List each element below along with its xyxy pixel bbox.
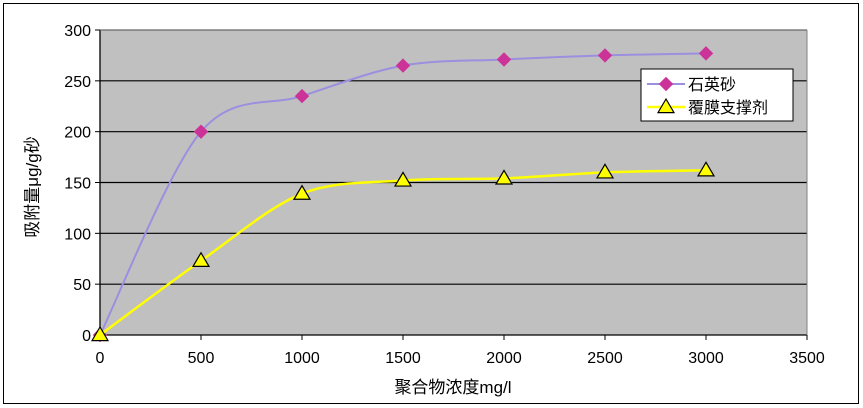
x-tick-label: 500: [188, 350, 215, 367]
x-tick-label: 2500: [587, 350, 623, 367]
y-tick-label: 0: [82, 328, 91, 345]
legend-item-1: 覆膜支撑剂: [647, 97, 768, 117]
data-point: [294, 88, 310, 104]
legend-label: 石英砂: [688, 76, 736, 94]
x-tick-label: 3000: [688, 350, 724, 367]
series-group: [90, 46, 716, 343]
data-point: [698, 46, 714, 61]
y-tick-label: 50: [73, 277, 91, 294]
y-tick-label: 200: [64, 125, 91, 142]
x-tick-label: 3500: [789, 350, 825, 367]
data-point: [393, 171, 413, 187]
data-point: [494, 169, 514, 185]
line-chart: 0 50 100 150 200 250 300 0 500 1000 1500 2000 2500 3…: [23, 23, 825, 397]
x-axis-label: 聚合物浓度mg/l: [394, 378, 511, 397]
legend-marker: [656, 97, 676, 114]
data-point: [191, 251, 211, 267]
y-tick-label: 100: [64, 226, 91, 243]
x-tick-label: 1000: [284, 350, 320, 367]
x-tick-label: 2000: [486, 350, 522, 367]
data-point: [595, 163, 615, 179]
data-point: [193, 124, 209, 139]
data-point: [597, 48, 613, 63]
y-tick-label: 150: [64, 176, 91, 193]
data-point: [395, 58, 411, 73]
y-tick-label: 250: [64, 74, 91, 91]
y-tick-label: 300: [64, 23, 91, 40]
data-point: [90, 325, 110, 342]
x-tick-labels: 0 500 1000 1500 2000 2500 3000 3500: [96, 350, 825, 367]
x-tick-label: 1500: [385, 350, 421, 367]
chart-frame: 0 50 100 150 200 250 300 0 500 1000 1500 2000 2500 3…: [3, 3, 859, 404]
axes: [95, 29, 808, 340]
data-point: [496, 52, 512, 67]
data-point: [292, 184, 312, 200]
legend-label: 覆膜支撑剂: [688, 99, 768, 117]
x-tick-label: 0: [96, 350, 105, 367]
data-point: [696, 161, 716, 177]
series-1: [90, 161, 716, 342]
legend-marker: [658, 76, 674, 92]
y-tick-labels: 0 50 100 150 200 250 300: [64, 23, 91, 345]
legend-item-0: 石英砂: [647, 76, 736, 94]
y-axis-label: 吸附量μg/g砂: [23, 136, 42, 237]
